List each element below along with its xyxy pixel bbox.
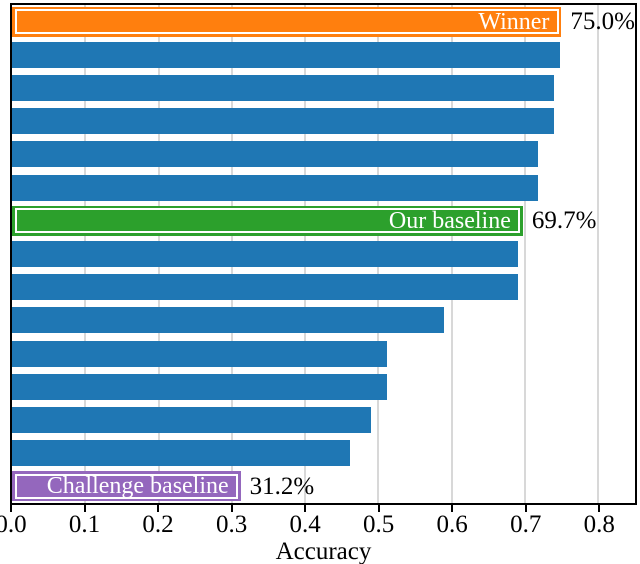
- bar-row: [12, 337, 635, 370]
- tick-mark-0.8: [598, 505, 601, 512]
- tick-mark-0.3: [230, 505, 233, 512]
- bar-entry-3: [12, 108, 554, 135]
- tick-label-0.6: 0.6: [436, 511, 468, 538]
- bar-entry-10: [12, 340, 388, 367]
- x-axis-tick-labels: 0.0 0.1 0.2 0.3 0.4 0.5 0.6 0.7 0.8: [0, 511, 636, 538]
- bar-entry-11: [12, 373, 387, 400]
- tick-mark-0.4: [304, 505, 307, 512]
- plot-inner: Winner 75.0% Our baseline 69.7% Challenge ba…: [12, 5, 635, 503]
- tick-label-0.5: 0.5: [363, 511, 395, 538]
- tick-label-0.0: 0.0: [0, 511, 27, 538]
- tick-label-0.7: 0.7: [510, 511, 542, 538]
- plot-area: Winner 75.0% Our baseline 69.7% Challenge ba…: [10, 3, 637, 505]
- bar-label: Challenge baseline: [46, 473, 229, 500]
- bar-entry-4: [12, 141, 538, 168]
- tick-label-0.1: 0.1: [68, 511, 101, 538]
- tick-label-0.3: 0.3: [215, 511, 248, 538]
- bar-entry-13: [12, 440, 350, 467]
- tick-mark-0.1: [83, 505, 86, 512]
- bar-row: [12, 38, 635, 71]
- tick-mark-0.0: [10, 505, 12, 512]
- bar-rows: Winner 75.0% Our baseline 69.7% Challenge ba…: [12, 5, 635, 503]
- tick-mark-0.7: [524, 505, 527, 512]
- bar-row: Winner 75.0%: [12, 5, 635, 38]
- tick-label-0.4: 0.4: [289, 511, 321, 538]
- bar-challenge-baseline: Challenge baseline: [12, 471, 241, 502]
- bar-winner: Winner: [12, 6, 562, 37]
- bar-row: [12, 71, 635, 104]
- bar-label: Winner: [478, 8, 550, 35]
- bar-entry-12: [12, 407, 372, 434]
- value-label: 31.2%: [249, 472, 315, 500]
- tick-mark-0.6: [451, 505, 454, 512]
- bar-row: [12, 403, 635, 436]
- gridline-0.7: [524, 5, 526, 503]
- bar-entry-8: [12, 274, 518, 301]
- bar-entry-7: [12, 241, 518, 268]
- bar-row: [12, 437, 635, 470]
- bar-row: [12, 171, 635, 204]
- bar-row: [12, 105, 635, 138]
- x-axis-tick-marks: [10, 505, 636, 513]
- bar-entry-2: [12, 75, 554, 101]
- bar-row: Challenge baseline 31.2%: [12, 470, 635, 503]
- bar-row: Our baseline 69.7%: [12, 204, 635, 237]
- bar-row: [12, 237, 635, 270]
- tick-label-0.2: 0.2: [142, 511, 174, 538]
- bar-row: [12, 304, 635, 337]
- x-axis-title: Accuracy: [275, 538, 372, 564]
- bar-entry-9: [12, 307, 445, 334]
- tick-mark-0.5: [377, 505, 380, 512]
- bar-label: Our baseline: [388, 207, 511, 234]
- tick-label-0.8: 0.8: [583, 511, 615, 538]
- tick-mark-0.2: [157, 505, 160, 512]
- bar-entry-5: [12, 174, 539, 201]
- bar-row: [12, 370, 635, 403]
- value-label: 75.0%: [570, 8, 635, 36]
- bar-row: [12, 271, 635, 304]
- bar-row: [12, 138, 635, 171]
- bar-entry-1: [12, 41, 561, 68]
- bar-our-baseline: Our baseline: [12, 205, 523, 236]
- value-label: 69.7%: [531, 207, 597, 235]
- gridline-0.8: [597, 5, 599, 503]
